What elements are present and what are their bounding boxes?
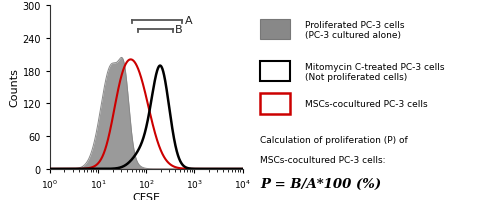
Text: B: B xyxy=(175,24,183,34)
Text: A: A xyxy=(185,16,192,26)
Text: MSCs-cocultured PC-3 cells:: MSCs-cocultured PC-3 cells: xyxy=(260,156,386,164)
Text: (PC-3 cultured alone): (PC-3 cultured alone) xyxy=(305,31,401,40)
Text: (Not proliferated cells): (Not proliferated cells) xyxy=(305,73,407,82)
Text: MSCs-cocultured PC-3 cells: MSCs-cocultured PC-3 cells xyxy=(305,100,428,108)
Y-axis label: Counts: Counts xyxy=(10,68,20,107)
Text: Mitomycin C-treated PC-3 cells: Mitomycin C-treated PC-3 cells xyxy=(305,63,444,72)
Text: Proliferated PC-3 cells: Proliferated PC-3 cells xyxy=(305,21,404,30)
Text: Calculation of proliferation (P) of: Calculation of proliferation (P) of xyxy=(260,136,408,144)
X-axis label: CFSE: CFSE xyxy=(132,192,160,200)
Bar xyxy=(260,20,290,40)
Bar xyxy=(260,62,290,82)
Text: P = B/A*100 (%): P = B/A*100 (%) xyxy=(260,178,381,190)
Bar xyxy=(260,94,290,114)
